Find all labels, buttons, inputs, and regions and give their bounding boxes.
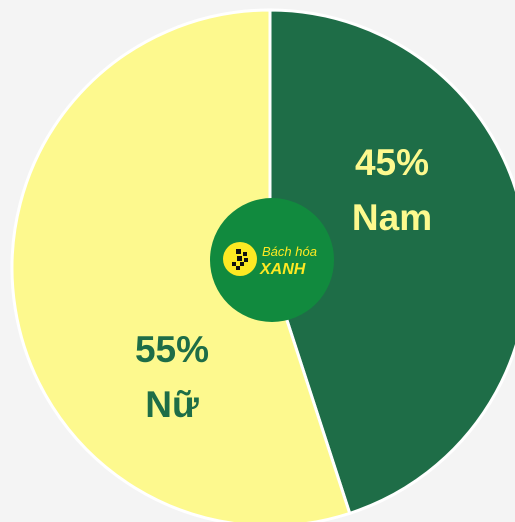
pie-slice [268, 8, 515, 516]
logo-icon-runner [232, 249, 248, 270]
pie-slice [10, 8, 352, 522]
logo: Bách hóa XANH [210, 198, 334, 322]
category-label: Nam [352, 197, 432, 238]
logo-text: XANH [259, 261, 306, 278]
logo-circle [210, 198, 334, 322]
value-label: 45% [355, 142, 429, 183]
value-label: 55% [135, 329, 209, 370]
slices [10, 8, 515, 522]
category-label: Nữ [145, 384, 199, 425]
logo-text: Bách hóa [262, 244, 317, 259]
